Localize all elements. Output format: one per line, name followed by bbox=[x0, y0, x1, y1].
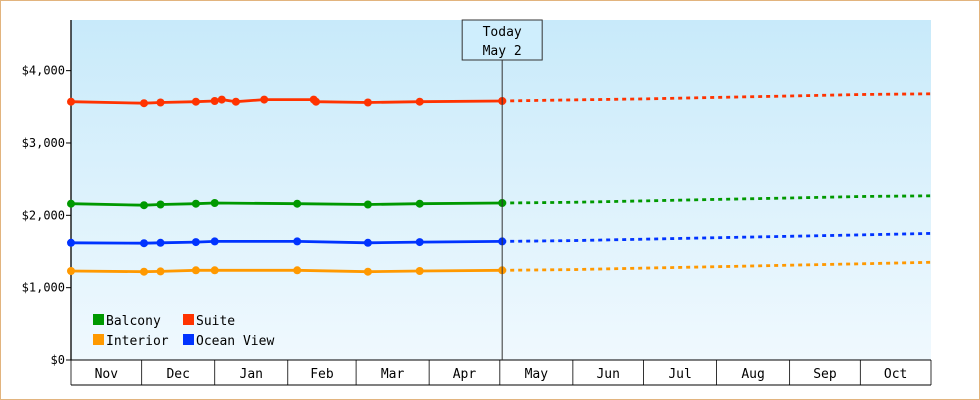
data-point bbox=[415, 97, 424, 106]
data-point bbox=[210, 266, 219, 275]
data-point bbox=[140, 201, 148, 210]
data-point bbox=[140, 239, 148, 248]
month-label: Sep bbox=[813, 367, 837, 382]
data-point bbox=[156, 267, 165, 276]
data-point bbox=[415, 267, 424, 275]
data-point bbox=[363, 238, 372, 247]
legend-item: Ocean View bbox=[183, 334, 274, 349]
data-point bbox=[293, 266, 302, 275]
legend-swatch bbox=[183, 314, 194, 325]
legend-item: Balcony bbox=[93, 314, 161, 329]
data-point bbox=[260, 95, 269, 104]
month-label: Jan bbox=[240, 367, 263, 382]
series-ocean-view bbox=[67, 232, 932, 248]
series-suite bbox=[67, 92, 932, 108]
plot-area bbox=[71, 20, 931, 360]
month-label: May bbox=[525, 367, 549, 382]
data-point bbox=[293, 237, 302, 246]
month-label: Aug bbox=[741, 367, 764, 382]
observed-line bbox=[70, 268, 503, 274]
data-point bbox=[191, 238, 200, 247]
legend-swatch bbox=[93, 314, 104, 325]
month-label: Apr bbox=[453, 367, 477, 382]
today-date: May 2 bbox=[483, 44, 522, 59]
legend-label: Suite bbox=[196, 314, 235, 329]
data-point bbox=[67, 199, 75, 208]
data-point bbox=[231, 97, 240, 106]
data-point bbox=[67, 267, 75, 275]
data-point bbox=[140, 99, 148, 108]
month-label: Nov bbox=[95, 367, 119, 382]
legend-item: Interior bbox=[93, 334, 169, 349]
data-point bbox=[210, 97, 219, 105]
data-point bbox=[67, 97, 75, 106]
data-point bbox=[312, 97, 320, 106]
data-point bbox=[156, 238, 165, 247]
month-label: Jul bbox=[668, 367, 691, 382]
data-point bbox=[415, 238, 424, 247]
legend-label: Interior bbox=[106, 334, 169, 349]
y-tick-label: $2,000 bbox=[22, 208, 65, 222]
legend-swatch bbox=[93, 334, 104, 345]
data-point bbox=[217, 95, 226, 104]
month-label: Feb bbox=[310, 367, 334, 382]
y-tick-label: $1,000 bbox=[22, 281, 65, 295]
data-point bbox=[191, 266, 200, 275]
data-point bbox=[67, 238, 75, 247]
data-point bbox=[140, 267, 148, 276]
today-label: Today bbox=[483, 25, 522, 40]
data-point bbox=[210, 237, 219, 246]
data-point bbox=[293, 199, 302, 208]
month-label: Jun bbox=[596, 367, 619, 382]
legend-label: Ocean View bbox=[196, 334, 274, 349]
data-point bbox=[363, 200, 372, 209]
series-interior bbox=[67, 260, 932, 276]
data-point bbox=[363, 267, 372, 276]
data-point bbox=[363, 98, 372, 107]
today-box bbox=[461, 19, 543, 61]
y-tick-label: $4,000 bbox=[22, 64, 65, 78]
legend-item: Suite bbox=[183, 314, 235, 329]
forecast-line bbox=[502, 92, 932, 103]
data-point bbox=[191, 199, 200, 208]
data-point bbox=[156, 200, 165, 209]
data-point bbox=[156, 98, 165, 107]
y-tick-label: $0 bbox=[51, 353, 65, 367]
data-point bbox=[191, 97, 200, 106]
y-tick-label: $3,000 bbox=[22, 136, 65, 150]
month-label: Dec bbox=[166, 367, 189, 382]
series-balcony bbox=[67, 194, 932, 210]
legend-swatch bbox=[183, 334, 194, 345]
month-label: Mar bbox=[381, 367, 405, 382]
data-point bbox=[415, 199, 424, 208]
data-point bbox=[210, 199, 219, 207]
month-label: Oct bbox=[884, 367, 907, 382]
legend-label: Balcony bbox=[106, 314, 161, 329]
